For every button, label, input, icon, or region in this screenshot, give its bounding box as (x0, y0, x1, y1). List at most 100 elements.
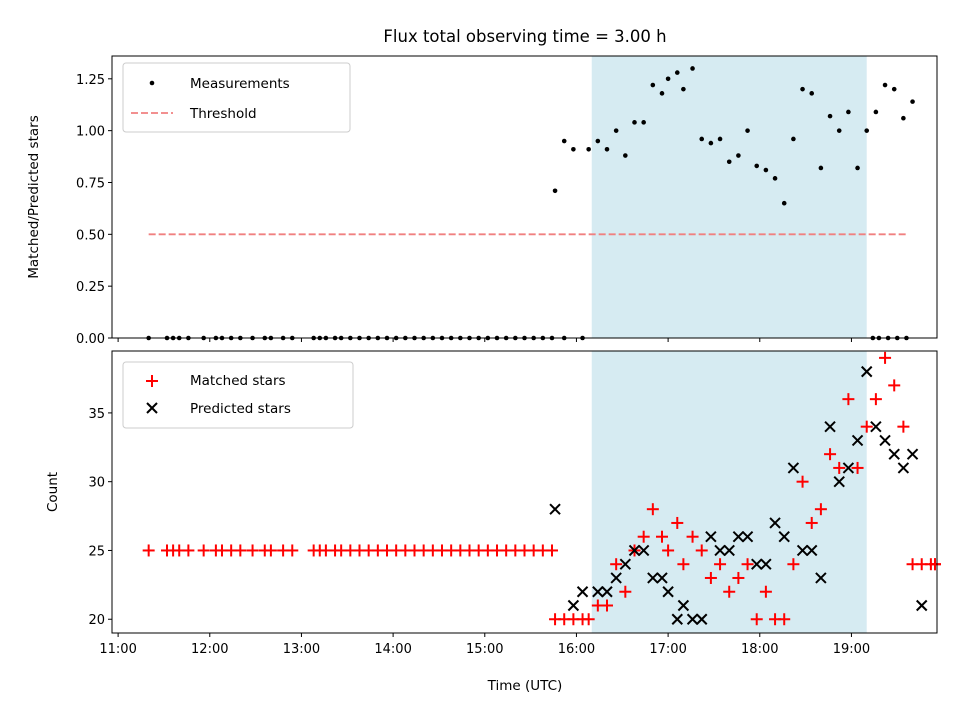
measurement-point (552, 188, 558, 194)
predicted-star-point (696, 613, 708, 625)
predicted-star-point (851, 434, 864, 447)
legend-predicted-marker (146, 402, 158, 414)
measurement-point (681, 86, 686, 92)
measurement-point (586, 147, 591, 152)
measurement-point (827, 113, 833, 119)
measurement-point (674, 70, 680, 75)
matched-star-point (732, 571, 745, 584)
predicted-star-point (833, 475, 845, 488)
matched-star-point (637, 530, 650, 543)
measurement-point (659, 91, 665, 96)
y-tick-label: 0.25 (76, 280, 105, 295)
matched-star-point (264, 544, 277, 557)
legend-matched-label: Matched stars (190, 373, 286, 389)
y-tick-label: 0.75 (76, 176, 105, 191)
y-tick-label: 30 (88, 476, 105, 491)
matched-star-point (805, 516, 818, 529)
measurement-point (561, 138, 567, 144)
predicted-star-point (549, 503, 561, 515)
axes-frame-bottom (111, 350, 938, 634)
x-tick-label: 12:00 (191, 642, 228, 657)
measurement-point (736, 153, 741, 158)
matched-star-point (787, 558, 800, 571)
predicted-star-point (751, 558, 763, 570)
matched-star-point (869, 393, 882, 406)
count-marks (142, 351, 941, 626)
predicted-star-point (897, 462, 910, 474)
legend-measurements-label: Measurements (190, 76, 290, 92)
matched-star-point (778, 613, 791, 626)
matched-star-point (714, 558, 727, 571)
predicted-star-point (879, 434, 891, 447)
predicted-star-point (723, 544, 735, 557)
predicted-star-point (778, 531, 790, 543)
ratio-legend: Measurements Threshold (122, 62, 351, 133)
measurement-point (699, 136, 705, 142)
predicted-star-point (567, 599, 580, 612)
measurement-point (717, 136, 723, 142)
matched-star-point (824, 448, 837, 461)
predicted-star-point (576, 586, 589, 598)
y-tick-label: 1.00 (76, 125, 105, 140)
predicted-star-point (815, 572, 827, 584)
matched-star-point (695, 544, 708, 557)
matched-star-point (723, 585, 736, 598)
matched-star-point (246, 544, 259, 557)
y-tick-label: 20 (88, 613, 105, 628)
ratio-y-ticks: 0.00 0.25 0.50 0.75 1.00 1.25 (76, 73, 112, 347)
matched-star-point (929, 558, 941, 571)
measurement-point (745, 128, 750, 133)
measurement-point (864, 128, 870, 133)
y-tick-label: 0.50 (76, 228, 105, 243)
x-tick-label: 18:00 (741, 642, 778, 657)
chart-title: Flux total observing time = 3.00 h (383, 27, 666, 46)
legend-predicted-label: Predicted stars (190, 401, 291, 417)
measurement-point (763, 167, 769, 173)
predicted-star-point (888, 448, 900, 460)
measurement-point (901, 115, 906, 121)
measurement-point (809, 91, 815, 96)
matched-star-point (619, 585, 632, 598)
measurement-point (754, 163, 760, 169)
matched-star-point (610, 558, 623, 571)
predicted-star-point (760, 558, 772, 570)
x-tick-label: 11:00 (99, 642, 136, 657)
y-tick-label: 25 (88, 544, 105, 559)
predicted-star-point (916, 599, 928, 612)
measurement-point (836, 128, 842, 133)
predicted-star-point (610, 572, 622, 584)
count-y-axis-label: Count (45, 472, 61, 512)
measurement-point (882, 82, 888, 88)
x-tick-label: 17:00 (649, 642, 686, 657)
x-tick-label: 16:00 (558, 642, 595, 657)
measurement-point (873, 109, 879, 115)
x-tick-label: 13:00 (283, 642, 320, 657)
measurement-point (800, 86, 805, 92)
measurement-point (726, 159, 732, 165)
predicted-star-point (677, 599, 690, 612)
matched-star-point (686, 530, 699, 543)
predicted-star-point (824, 420, 836, 433)
measurement-point (772, 176, 778, 181)
measurement-point (818, 165, 824, 171)
measurement-point (623, 153, 628, 158)
matched-star-point (286, 544, 299, 557)
predicted-star-point (806, 544, 818, 557)
matched-star-point (646, 503, 659, 516)
matched-star-point (546, 544, 558, 557)
matched-star-point (814, 503, 827, 516)
matched-star-point (582, 613, 595, 626)
measurement-point (791, 136, 796, 142)
measurement-point (604, 147, 610, 152)
predicted-star-point (592, 586, 604, 598)
predicted-star-point (662, 586, 674, 598)
y-tick-label: 1.25 (76, 73, 105, 88)
legend-matched-marker (146, 375, 158, 387)
predicted-star-point (656, 572, 668, 584)
matched-star-point (750, 613, 763, 626)
matched-star-point (897, 420, 910, 433)
predicted-star-point (732, 531, 745, 543)
measurement-point (650, 82, 656, 88)
predicted-star-point (647, 572, 659, 584)
